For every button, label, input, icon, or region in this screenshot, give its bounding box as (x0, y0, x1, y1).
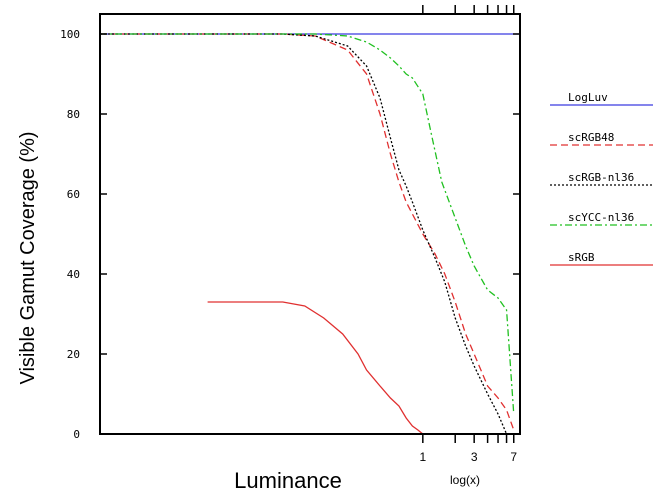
x-axis: 1 3 7 (419, 5, 517, 464)
y-tick-label: 0 (73, 428, 80, 441)
y-tick-label: 60 (67, 188, 80, 201)
legend-label-srgb: sRGB (568, 251, 595, 264)
x-axis-title: Luminance (234, 468, 342, 493)
x-tick-label: 7 (510, 450, 517, 464)
x-tick-label: 3 (471, 450, 478, 464)
legend-label-logluv: LogLuv (568, 91, 608, 104)
y-tick-label: 40 (67, 268, 80, 281)
legend-label-scycc-nl36: scYCC-nl36 (568, 211, 634, 224)
series-line-scrgb48 (100, 33, 515, 431)
legend-label-scrgb48: scRGB48 (568, 131, 614, 144)
y-tick-label: 100 (60, 28, 80, 41)
series-line-scycc-nl36 (100, 33, 515, 415)
series-line-srgb (207, 301, 424, 435)
legend: LogLuv scRGB48 scRGB-nl36 scYCC-nl36 sRGB (550, 91, 653, 266)
y-tick-label: 20 (67, 348, 80, 361)
legend-label-scrgb-nl36: scRGB-nl36 (568, 171, 634, 184)
x-tick-label: 1 (419, 450, 426, 464)
y-axis: 0 20 40 60 80 100 (60, 28, 520, 441)
plot-area (100, 33, 520, 435)
x-scale-label: log(x) (450, 473, 480, 487)
series-line-scrgb-nl36 (100, 33, 508, 435)
y-axis-title: Visible Gamut Coverage (%) (17, 131, 39, 384)
plot-frame (99, 13, 521, 435)
y-tick-label: 80 (67, 108, 80, 121)
